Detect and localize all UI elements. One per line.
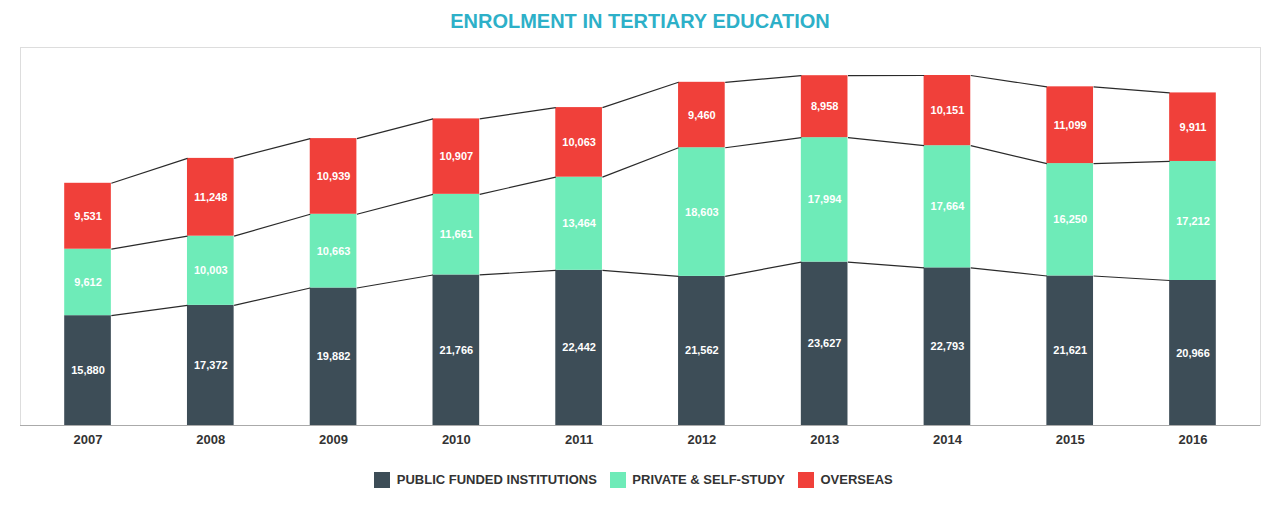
svg-text:21,621: 21,621: [1053, 344, 1087, 356]
svg-text:21,766: 21,766: [440, 344, 474, 356]
svg-text:17,212: 17,212: [1176, 215, 1210, 227]
html-text:ENROLMENT IN TERTIARY EDUCATIO: ENROLMENT IN TERTIARY EDUCATION: [450, 10, 830, 32]
svg-text:21,562: 21,562: [685, 344, 719, 356]
svg-text:2009: 2009: [319, 432, 348, 447]
html-text:OVERSEAS: OVERSEAS: [820, 472, 893, 487]
svg-text:10,663: 10,663: [317, 245, 351, 257]
svg-text:11,248: 11,248: [194, 191, 227, 203]
html-text:PUBLIC FUNDED INSTITUTIONS: PUBLIC FUNDED INSTITUTIONS: [396, 472, 597, 487]
svg-text:15,880: 15,880: [71, 364, 105, 376]
svg-text:2013: 2013: [810, 432, 839, 447]
svg-text:16,250: 16,250: [1053, 213, 1087, 225]
svg-text:2015: 2015: [1056, 432, 1085, 447]
svg-text:22,793: 22,793: [931, 340, 965, 352]
svg-text:2012: 2012: [687, 432, 716, 447]
svg-text:9,460: 9,460: [688, 109, 716, 121]
svg-text:23,627: 23,627: [808, 337, 842, 349]
svg-text:17,372: 17,372: [194, 359, 228, 371]
svg-text:2008: 2008: [196, 432, 225, 447]
svg-text:9,612: 9,612: [74, 276, 102, 288]
svg-text:10,907: 10,907: [440, 150, 474, 162]
svg-text:10,063: 10,063: [562, 136, 596, 148]
svg-text:20,966: 20,966: [1176, 347, 1210, 359]
svg-text:10,939: 10,939: [317, 170, 351, 182]
svg-text:2014: 2014: [933, 432, 963, 447]
svg-text:9,531: 9,531: [74, 210, 102, 222]
svg-text:2010: 2010: [442, 432, 471, 447]
svg-text:2016: 2016: [1179, 432, 1208, 447]
svg-text:8,958: 8,958: [811, 100, 839, 112]
svg-text:18,603: 18,603: [685, 206, 719, 218]
svg-text:19,882: 19,882: [317, 350, 351, 362]
svg-text:10,151: 10,151: [931, 104, 965, 116]
html-text:PRIVATE & SELF-STUDY: PRIVATE & SELF-STUDY: [632, 472, 785, 487]
svg-text:22,442: 22,442: [562, 341, 596, 353]
svg-text:11,099: 11,099: [1054, 119, 1087, 131]
svg-text:10,003: 10,003: [194, 264, 228, 276]
svg-text:11,661: 11,661: [440, 228, 473, 240]
svg-text:9,911: 9,911: [1180, 121, 1207, 133]
svg-text:2007: 2007: [74, 432, 103, 447]
svg-text:17,664: 17,664: [931, 200, 966, 212]
svg-text:13,464: 13,464: [562, 217, 597, 229]
svg-text:17,994: 17,994: [808, 193, 843, 205]
svg-text:2011: 2011: [565, 432, 593, 447]
